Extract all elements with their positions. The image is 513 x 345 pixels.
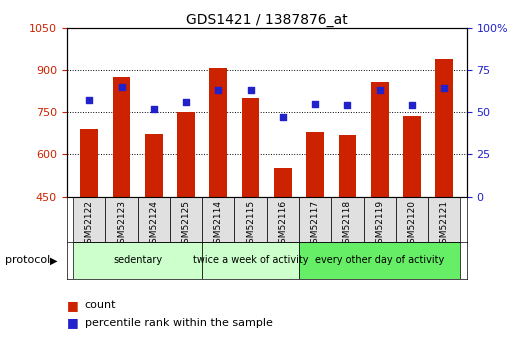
Point (214, 87, 223, 93)
Point (376, 87, 384, 93)
Bar (170, 197, 202, 241)
Bar (177, 111, 195, 197)
Text: percentile rank within the sample: percentile rank within the sample (85, 318, 272, 327)
Point (85, 98, 93, 103)
Text: sedentary: sedentary (113, 256, 162, 265)
Bar (202, 241, 299, 279)
Point (150, 106, 158, 111)
Text: GSM52121: GSM52121 (440, 200, 449, 249)
Point (343, 102, 351, 108)
Point (117, 84, 126, 90)
Text: GSM52125: GSM52125 (182, 200, 191, 249)
Bar (73, 197, 105, 241)
Text: twice a week of activity: twice a week of activity (193, 256, 308, 265)
Bar (137, 197, 170, 241)
Bar (339, 135, 357, 197)
Text: protocol: protocol (5, 256, 50, 265)
Text: GSM52119: GSM52119 (375, 200, 384, 249)
Text: GSM52124: GSM52124 (149, 200, 159, 249)
Bar (73, 241, 202, 279)
Bar (105, 197, 137, 241)
Bar (331, 197, 364, 241)
Bar (242, 98, 260, 197)
Text: count: count (85, 300, 116, 310)
Bar (209, 68, 227, 197)
Text: ■: ■ (67, 316, 78, 329)
Bar (403, 116, 421, 197)
Bar (299, 241, 460, 279)
Bar (428, 197, 460, 241)
Bar (396, 197, 428, 241)
Bar (202, 197, 234, 241)
Point (182, 99, 190, 105)
Bar (81, 129, 98, 197)
Text: GSM52123: GSM52123 (117, 200, 126, 249)
Bar (364, 197, 396, 241)
Bar (145, 134, 163, 197)
Point (408, 102, 416, 108)
Text: every other day of activity: every other day of activity (315, 256, 444, 265)
Bar (436, 59, 453, 197)
Point (279, 115, 287, 120)
Bar (113, 77, 130, 197)
Bar (267, 197, 299, 241)
Bar (274, 168, 292, 197)
Text: GSM52117: GSM52117 (311, 200, 320, 249)
Text: GSM52118: GSM52118 (343, 200, 352, 249)
Bar (371, 82, 388, 197)
Bar (306, 132, 324, 197)
Text: ▶: ▶ (50, 256, 57, 265)
Text: GSM52114: GSM52114 (214, 200, 223, 249)
Bar (234, 197, 267, 241)
Text: GSM52116: GSM52116 (279, 200, 287, 249)
Point (311, 101, 319, 106)
Text: GSM52120: GSM52120 (407, 200, 417, 249)
Point (247, 87, 255, 93)
Bar (299, 197, 331, 241)
Title: GDS1421 / 1387876_at: GDS1421 / 1387876_at (186, 12, 348, 27)
Text: GSM52122: GSM52122 (85, 200, 94, 249)
Text: GSM52115: GSM52115 (246, 200, 255, 249)
Text: ■: ■ (67, 299, 78, 312)
Point (440, 86, 448, 91)
